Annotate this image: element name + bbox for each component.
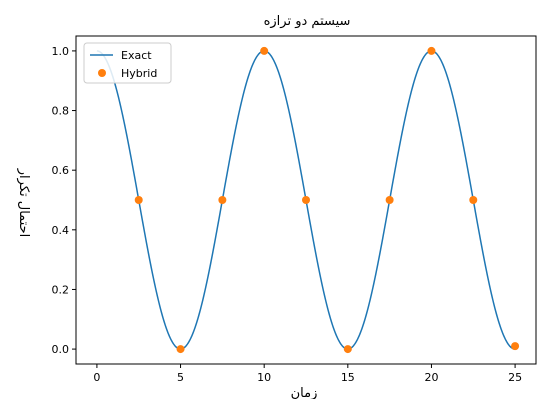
axes-frame [75, 35, 537, 365]
y-tick-label: 0.8 [52, 105, 70, 118]
x-tick-label: 25 [508, 371, 522, 384]
y-tick-label: 1.0 [52, 45, 70, 58]
series-hybrid-point [218, 196, 227, 204]
legend-exact-label: Exact [121, 49, 152, 62]
y-tick-label: 0.6 [52, 164, 70, 177]
series-hybrid-point [511, 342, 520, 351]
x-tick-label: 5 [177, 371, 184, 384]
y-axis-title: احتمال تکرار [16, 168, 31, 238]
series-hybrid-point [385, 196, 394, 204]
x-axis-title: زمان [291, 386, 318, 399]
series-hybrid-point [134, 196, 143, 204]
series-hybrid-point [260, 46, 269, 55]
plot-area [96, 46, 520, 354]
series-hybrid-point [469, 196, 478, 204]
x-tick-label: 20 [424, 371, 438, 384]
legend-hybrid-label: Hybrid [121, 67, 157, 80]
x-tick-label: 0 [93, 371, 100, 384]
chart-title: سیستم دو ترازه [264, 14, 351, 29]
series-hybrid-point [427, 46, 436, 55]
x-tick-label: 10 [257, 371, 271, 384]
series-hybrid-point [343, 345, 352, 354]
y-tick-label: 0.0 [52, 343, 70, 356]
legend-hybrid-swatch [98, 69, 106, 77]
y-tick-label: 0.2 [52, 283, 70, 296]
legend: Exact Hybrid [83, 42, 172, 84]
y-tick-label: 0.4 [52, 224, 70, 237]
series-hybrid-point [302, 196, 310, 204]
axes: 0 5 10 15 20 25 0.0 0.2 0.4 0.6 0.8 1.0 [52, 35, 537, 384]
x-tick-label: 15 [341, 371, 355, 384]
series-hybrid-point [176, 345, 185, 354]
